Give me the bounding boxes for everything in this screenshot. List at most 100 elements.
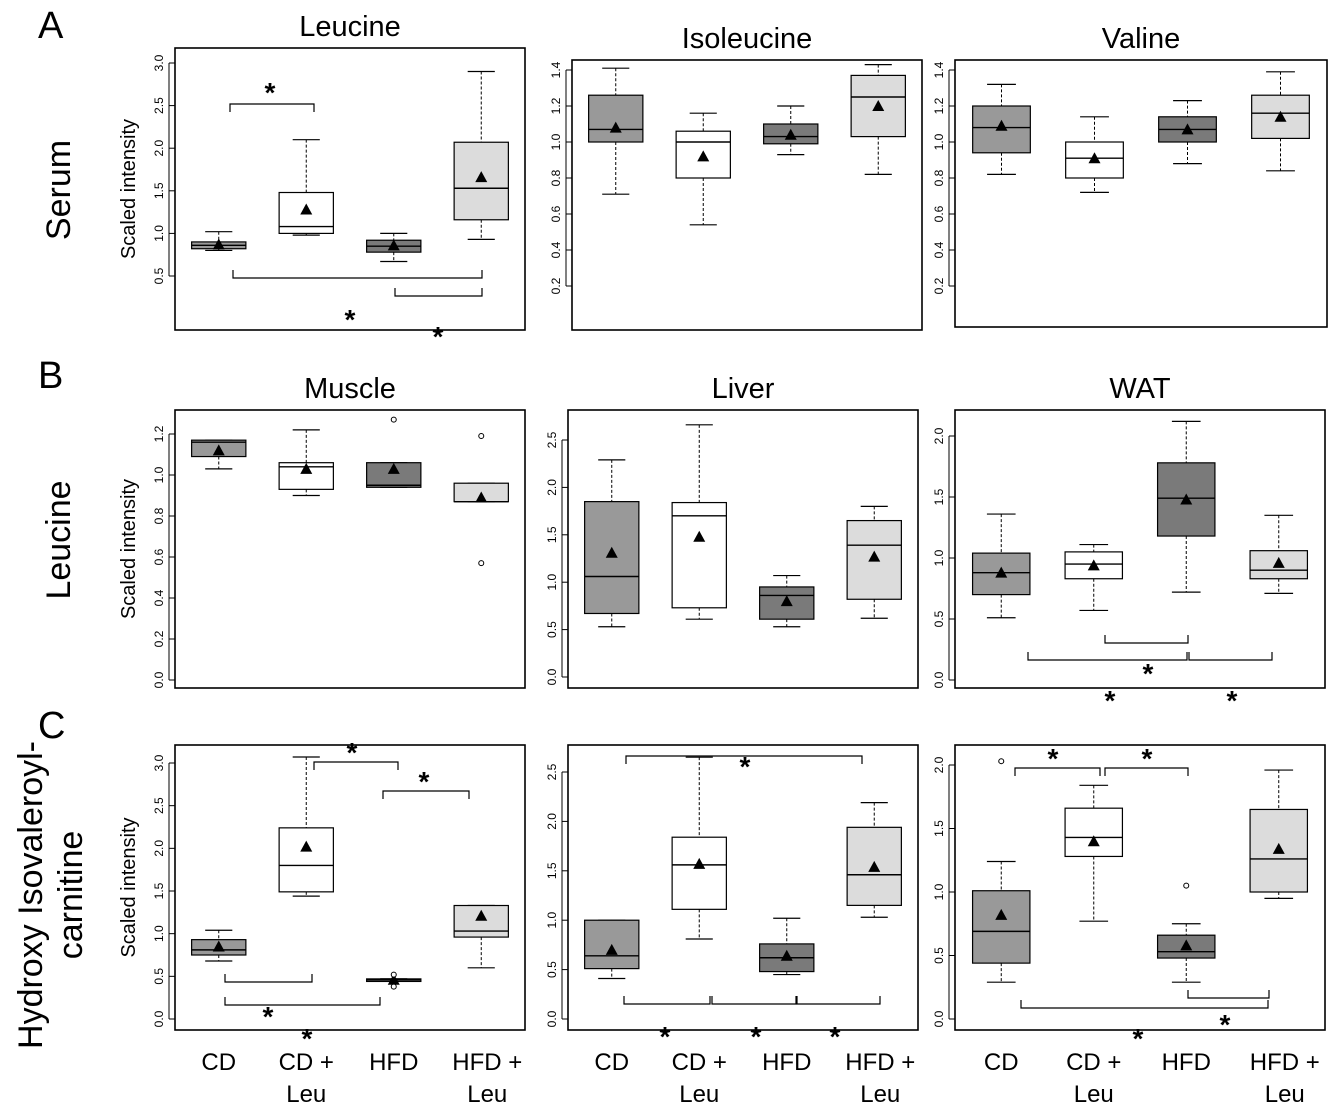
box-hfd-leu (846, 505, 902, 619)
panel-title: Valine (1102, 23, 1180, 55)
y-tick-label: 1.5 (545, 526, 559, 543)
y-tick-label: 0.4 (152, 589, 166, 606)
row-label-carnitine: carnitine (52, 831, 90, 960)
box-cd-leu (1064, 784, 1124, 922)
y-tick-label: 2.0 (545, 813, 559, 830)
significance-bracket (711, 996, 797, 1005)
x-category-label: HFD (762, 1049, 811, 1076)
box-cd-leu (671, 424, 727, 620)
y-tick-label: 0.2 (152, 630, 166, 647)
panel-4: Muscle Scaled intensity 0.0 0.2 0.4 0.6 0.8 1.0… (118, 373, 526, 689)
significance-star: * (345, 304, 356, 335)
y-tick-label: 0.6 (932, 205, 946, 222)
outlier-point (478, 560, 485, 567)
mean-marker (693, 530, 706, 542)
panel-8: 0.0 0.5 1.0 1.5 2.0 2.5 (545, 744, 919, 1031)
significance-star: * (740, 751, 751, 782)
outlier-point (1183, 882, 1190, 889)
x-category-label: HFD + (1250, 1049, 1320, 1076)
section-letter-c: C (38, 705, 65, 747)
box-hfd (759, 574, 815, 628)
y-tick-label: 3.0 (152, 54, 166, 71)
significance-bracket (1104, 767, 1189, 776)
significance-bracket (1020, 1000, 1269, 1009)
significance-star: * (1142, 743, 1153, 774)
mean-marker (872, 100, 885, 111)
significance-star: * (263, 1001, 274, 1032)
box-cd-leu (675, 112, 731, 226)
significance-star: * (1133, 1023, 1144, 1054)
box-cd (191, 231, 247, 252)
mean-marker (605, 546, 618, 558)
y-tick-label: 1.0 (549, 133, 563, 150)
iqr-box (671, 836, 727, 910)
box-cd-leu (278, 139, 334, 236)
plot-frame (174, 744, 526, 1031)
panel-5: Liver 0.0 0.5 1.0 1.5 2.0 2.5 (545, 373, 919, 689)
significance-star: * (347, 737, 358, 768)
box-cd (971, 758, 1031, 983)
x-category-label-line2: Leu (1074, 1081, 1114, 1108)
y-tick-label: 0.8 (932, 169, 946, 186)
panel-7: Scaled intensity 0.0 0.5 1.0 1.5 2.0 2.5 3.0 (118, 744, 526, 1031)
mean-marker (1087, 835, 1100, 847)
mean-marker (1180, 493, 1193, 505)
x-category-label: CD (594, 1049, 629, 1076)
mean-marker (605, 943, 618, 955)
y-tick-label: 0.5 (932, 947, 946, 964)
x-category-label-line2: Leu (286, 1081, 326, 1108)
panel-6: WAT 0.0 0.5 1.0 1.5 2.0 (932, 373, 1326, 689)
y-tick-label: 1.5 (545, 862, 559, 879)
y-tick-label: 0.5 (152, 968, 166, 985)
y-tick-label: 3.0 (152, 754, 166, 771)
x-category-label: CD (984, 1049, 1019, 1076)
box-hfd-leu (846, 802, 902, 918)
panel-3: Valine 0.2 0.4 0.6 0.8 1.0 1.2 1.4 (932, 23, 1328, 328)
box-hfd-leu (1249, 769, 1309, 899)
labels-layer: A B C Serum Leucine Hydroxy Isovaleroyl-… (12, 5, 90, 1049)
mean-marker (475, 491, 488, 503)
outlier-point (478, 433, 485, 440)
y-tick-label: 0.0 (932, 1010, 946, 1027)
y-axis-label: Scaled intensity (118, 817, 140, 957)
panel-title: WAT (1109, 373, 1170, 405)
significance-bracket (229, 103, 315, 112)
y-tick-label: 1.0 (152, 225, 166, 242)
x-category-label: HFD (369, 1049, 418, 1076)
significance-star: * (1220, 1009, 1231, 1040)
box-cd (191, 929, 247, 962)
y-tick-label: 2.0 (152, 840, 166, 857)
y-tick-label: 1.0 (152, 925, 166, 942)
significance-bracket (394, 288, 483, 297)
panel-9: 0.0 0.5 1.0 1.5 2.0 (932, 744, 1326, 1031)
y-tick-label: 1.4 (932, 61, 946, 78)
iqr-box (588, 94, 644, 143)
box-cd-leu (1064, 543, 1124, 612)
mean-marker (1181, 123, 1194, 135)
y-tick-label: 1.0 (932, 549, 946, 566)
row-label-serum: Serum (40, 140, 78, 240)
box-hfd (1156, 882, 1216, 983)
box-cd (971, 513, 1031, 619)
significance-bracket (232, 270, 483, 279)
y-tick-label: 0.0 (545, 1010, 559, 1027)
significance-bracket (1014, 767, 1101, 776)
box-hfd (759, 917, 815, 976)
significance-bracket (796, 996, 881, 1005)
y-tick-label: 1.5 (932, 488, 946, 505)
significance-bracket (625, 755, 863, 764)
mean-marker (475, 909, 488, 921)
mean-marker (868, 550, 881, 562)
y-tick-label: 0.6 (152, 548, 166, 565)
y-tick-label: 0.5 (545, 621, 559, 638)
y-tick-label: 1.2 (152, 425, 166, 442)
x-category-label: CD + (672, 1049, 727, 1076)
row-label-hydroxy: Hydroxy Isovaleroyl- (12, 741, 50, 1049)
y-tick-label: 0.0 (152, 1010, 166, 1027)
significance-bracket (623, 996, 711, 1005)
y-tick-label: 0.0 (932, 671, 946, 688)
mean-marker (868, 860, 881, 872)
y-tick-label: 1.0 (932, 133, 946, 150)
significance-bracket (1187, 990, 1270, 999)
